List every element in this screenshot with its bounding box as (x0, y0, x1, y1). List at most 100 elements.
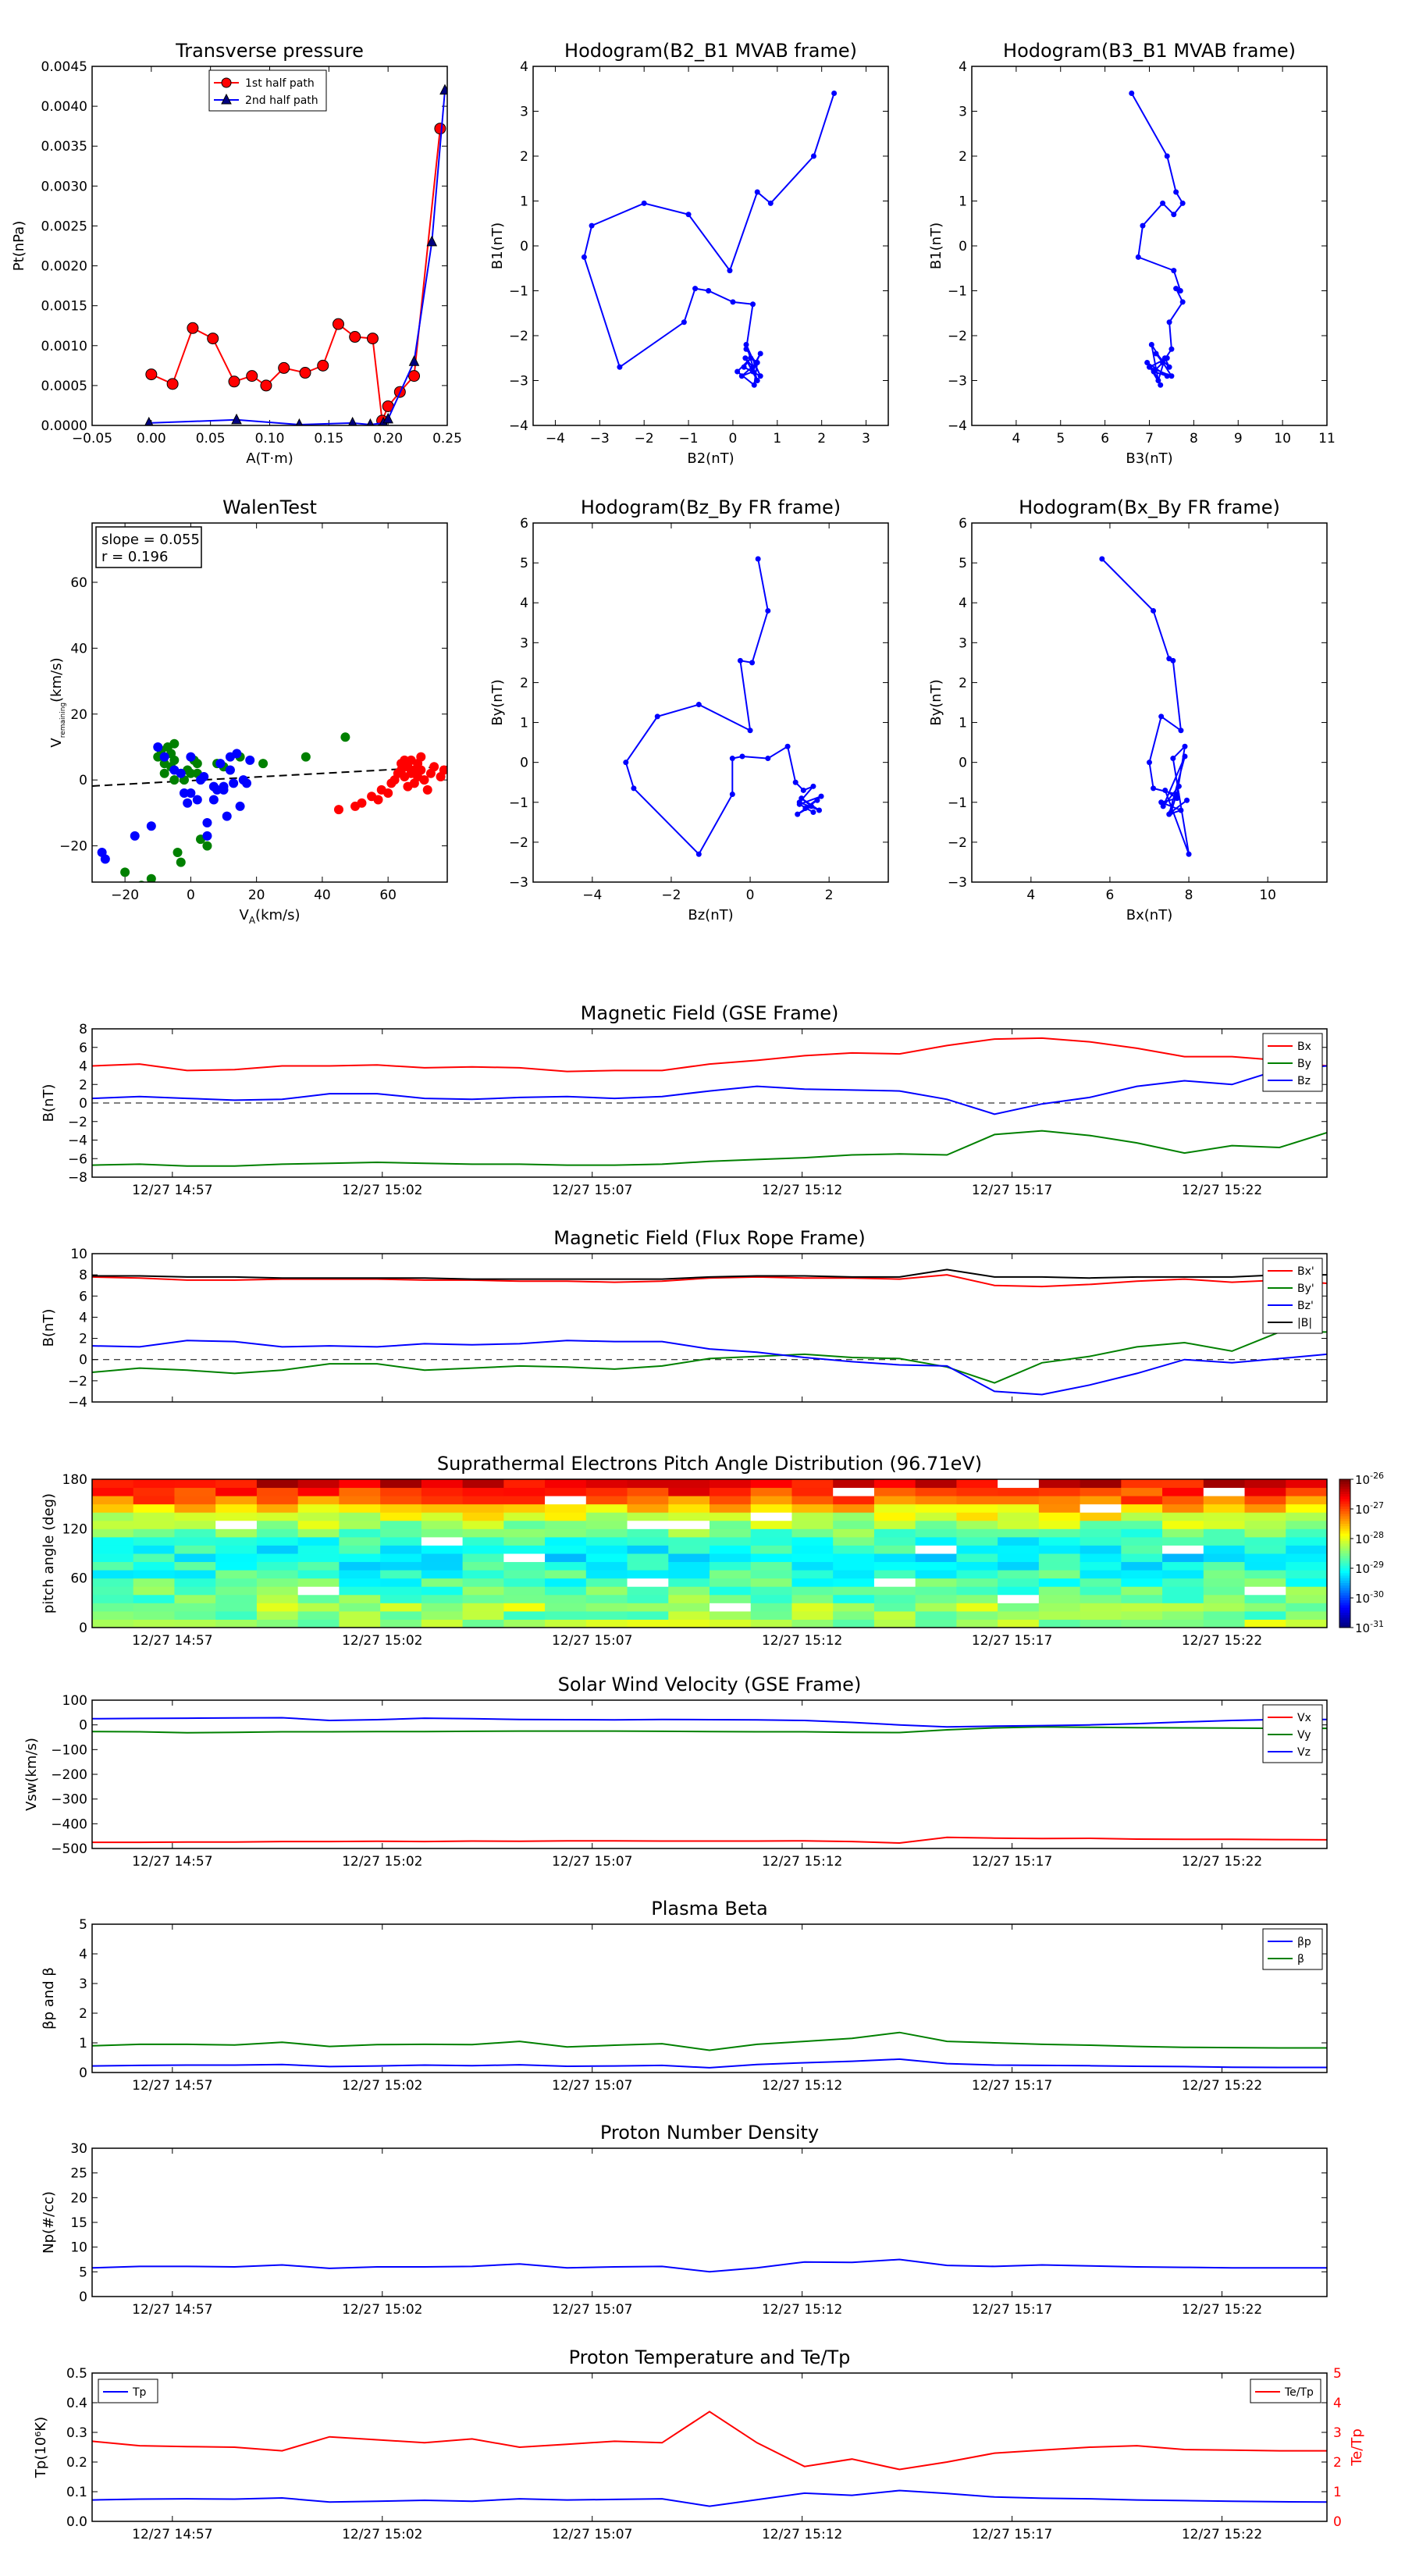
mag_fr-legend-label: Bx' (1297, 1265, 1314, 1278)
hodogram_bxby-point (1170, 756, 1176, 762)
beta-ylabel: βp and β (41, 1967, 57, 2030)
pad-cell (750, 1610, 792, 1620)
pad-cell (1162, 1561, 1204, 1571)
density-xtick-label: 12/27 15:02 (342, 2302, 422, 2318)
mag_gse-series-0 (92, 1037, 1327, 1073)
pad-cell (297, 1496, 340, 1505)
transverse_pressure-xtick-label: 0.10 (255, 431, 285, 447)
temperature-frame (91, 2372, 1328, 2522)
transverse_pressure-point (145, 368, 158, 381)
hodogram_bxby-xtick-label: 10 (1259, 888, 1276, 903)
transverse_pressure-legend-marker (221, 93, 232, 105)
pad-cell (421, 1553, 464, 1563)
temperature-xtick-label: 12/27 15:12 (762, 2527, 842, 2542)
pad-cell (915, 1610, 957, 1620)
hodogram_b2b1-point (727, 268, 733, 274)
pad-cell (627, 1487, 669, 1496)
transverse_pressure-xtick-label: 0.15 (314, 431, 343, 447)
pad-colorbar-cell (1339, 1499, 1350, 1502)
pad-cell (256, 1545, 299, 1554)
hodogram_bxby-ytick-label: 0 (959, 756, 967, 771)
pad-colorbar-cell (1339, 1617, 1350, 1621)
walen_test-point (242, 778, 252, 788)
pad-ytick-label: 0 (79, 1621, 87, 1636)
hodogram_b3b1-title: Hodogram(B3_B1 MVAB frame) (1003, 40, 1296, 62)
hodogram_b2b1-point (751, 382, 757, 388)
pad-cell (998, 1561, 1040, 1571)
hodogram_b3b1-ytick-label: −1 (948, 284, 967, 300)
transverse_pressure-legend-label: 1st half path (245, 77, 315, 90)
walen_test-point (202, 818, 212, 828)
pad-cell (956, 1619, 998, 1628)
pad-cell (92, 1570, 134, 1579)
pad-cell (339, 1594, 381, 1603)
pad-cell (503, 1479, 546, 1489)
pad-cell (1038, 1570, 1081, 1579)
mag_fr-ytick-label: 4 (79, 1310, 87, 1325)
pad-cell (1080, 1520, 1122, 1529)
pad-cell (1080, 1545, 1122, 1554)
pad-colorbar-cell (1339, 1496, 1350, 1500)
transverse_pressure-point (349, 331, 361, 343)
hodogram_bxby-ytick-label: −1 (948, 795, 967, 811)
pad-cell (215, 1536, 258, 1546)
pad-cell (1038, 1512, 1081, 1521)
pad-cell (1080, 1619, 1122, 1628)
pad-colorbar-cell (1339, 1558, 1350, 1561)
pad-cell (915, 1512, 957, 1521)
pad-colorbar-cell (1339, 1573, 1350, 1576)
pad-cell (791, 1578, 834, 1587)
pad-cell (380, 1487, 422, 1496)
temperature-title: Proton Temperature and Te/Tp (569, 2347, 851, 2368)
hodogram_b3b1-ytick-label: 2 (959, 149, 967, 165)
pad-colorbar-cell (1339, 1563, 1350, 1567)
hodogram_bzby-ytick-label: 1 (520, 716, 528, 731)
pad-cell (133, 1520, 175, 1529)
pad-cell (1286, 1520, 1327, 1529)
pad-cell (956, 1503, 998, 1513)
pad-cell (750, 1528, 792, 1538)
pad-cell (710, 1520, 752, 1529)
pad-cell (1244, 1570, 1286, 1579)
pad-cell (133, 1528, 175, 1538)
pad-cell (256, 1553, 299, 1563)
walen_test-point (176, 857, 186, 867)
pad-cell (1162, 1603, 1204, 1612)
pad-cell (1244, 1536, 1286, 1546)
hodogram_bxby-ytick-label: −3 (948, 875, 967, 891)
pad-cell (750, 1512, 792, 1521)
density-xtick-label: 12/27 15:07 (552, 2302, 632, 2318)
beta-ytick-label: 3 (79, 1976, 87, 1992)
mag_gse-ytick-label: 6 (79, 1041, 87, 1056)
pad-cell (668, 1603, 710, 1612)
hodogram_b2b1-ytick-label: −1 (509, 284, 528, 300)
transverse_pressure-point (187, 322, 199, 334)
pad-cell (1080, 1603, 1122, 1612)
walen_test-point (179, 788, 189, 799)
pad-cell (873, 1520, 916, 1529)
mag_gse-ytick-label: 4 (79, 1059, 87, 1075)
hodogram_b2b1-ytick-label: −2 (509, 329, 528, 344)
hodogram_bzby-point (654, 713, 660, 720)
mag_gse-ytick-label: −4 (68, 1133, 87, 1149)
walen_test-point (186, 788, 196, 799)
pad-cell (380, 1528, 422, 1538)
hodogram_b3b1-point (1148, 342, 1154, 347)
pad-colorbar-cell (1339, 1484, 1350, 1487)
pad-cell (421, 1487, 464, 1496)
pad-cell (627, 1479, 669, 1489)
pad-cell (1121, 1578, 1163, 1587)
velocity-ytick-label: −400 (51, 1816, 87, 1832)
pad-cell (710, 1594, 752, 1603)
hodogram_bzby-plot-area (623, 556, 824, 857)
transverse_pressure-point (278, 361, 290, 374)
transverse_pressure-point (299, 367, 311, 379)
pad-cell (585, 1570, 628, 1579)
pad-cell (215, 1503, 258, 1513)
hodogram_bzby-point (796, 801, 802, 807)
pad-title: Suprathermal Electrons Pitch Angle Distr… (437, 1453, 982, 1475)
pad-cell (421, 1528, 464, 1538)
velocity-xtick-label: 12/27 15:07 (552, 1854, 632, 1870)
pad-colorbar-cell (1339, 1615, 1350, 1618)
hodogram_b3b1-point (1171, 268, 1177, 274)
